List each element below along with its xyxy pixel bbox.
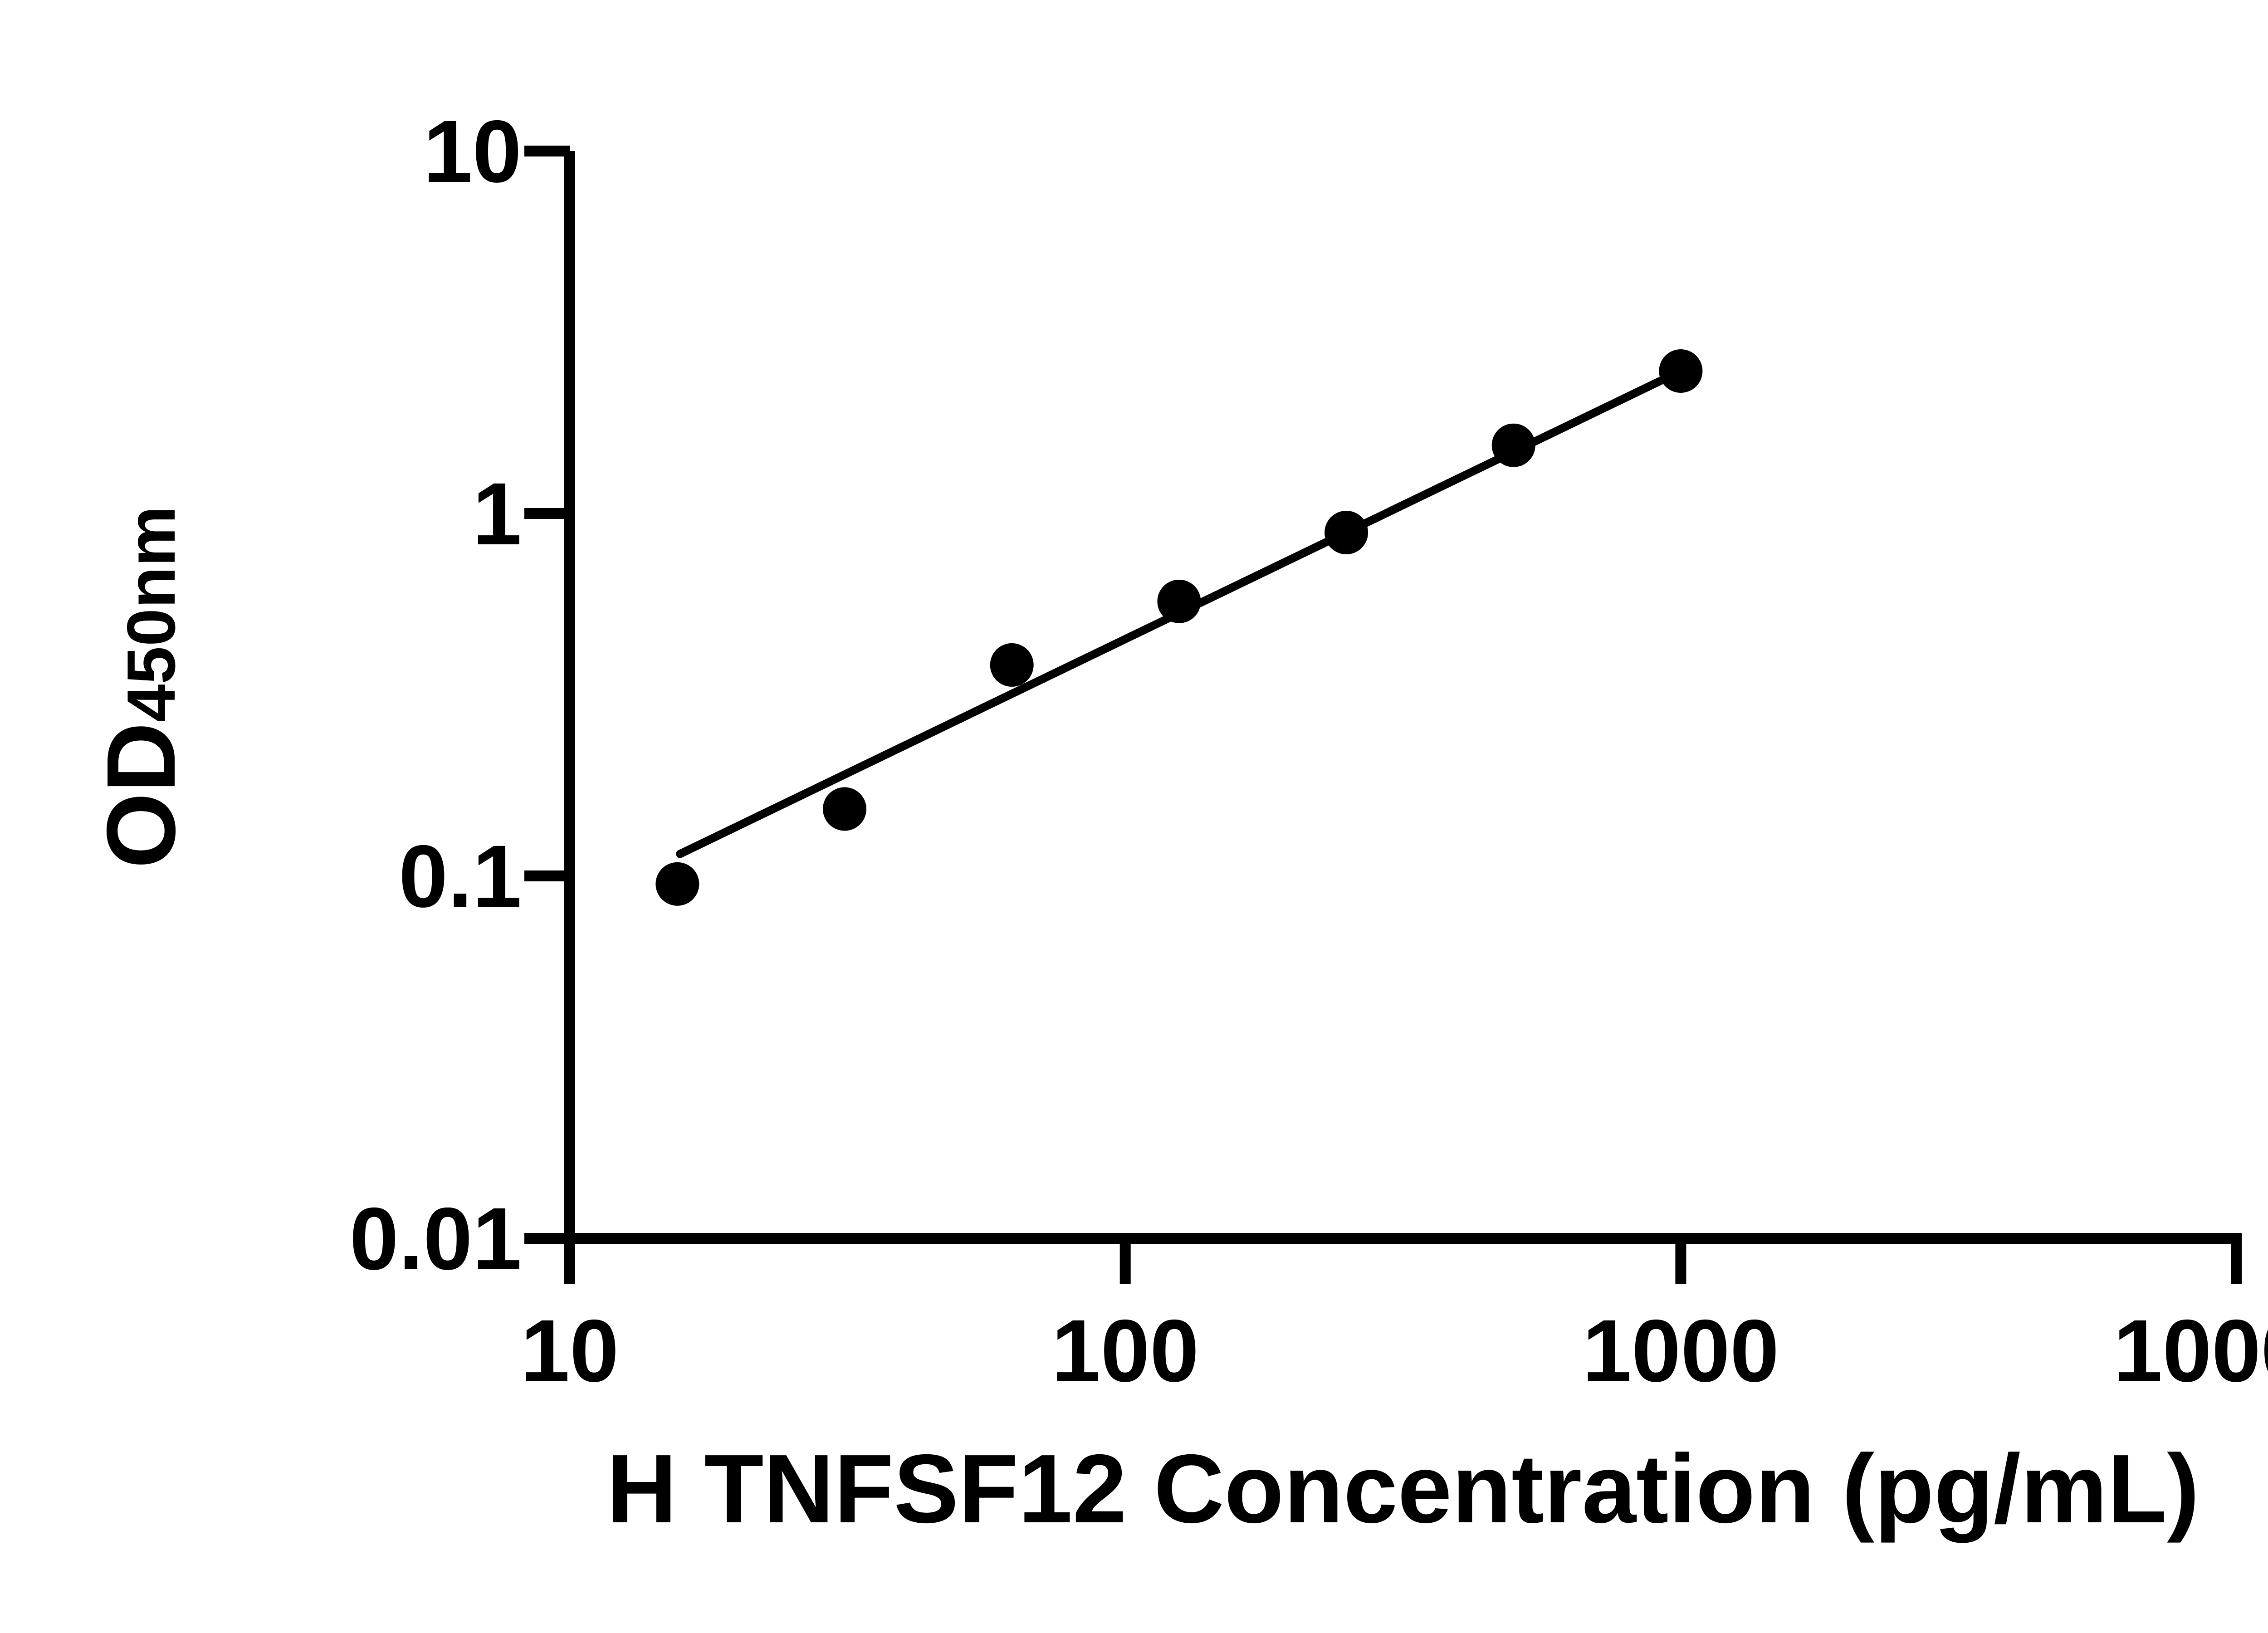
data-point bbox=[823, 787, 867, 831]
x-axis-tick-label: 100 bbox=[1051, 1301, 1199, 1400]
x-axis-tick-label: 10 bbox=[521, 1301, 619, 1400]
x-axis-tick-label: 10000 bbox=[2113, 1301, 2268, 1400]
data-point bbox=[1659, 349, 1703, 393]
data-point bbox=[1157, 579, 1201, 623]
y-axis-tick-label: 1 bbox=[473, 464, 522, 563]
x-axis-title: H TNFSF12 Concentration (pg/mL) bbox=[606, 1434, 2200, 1543]
y-axis-tick-label: 0.1 bbox=[399, 827, 522, 926]
y-axis-tick-label: 10 bbox=[423, 102, 522, 201]
data-point bbox=[990, 643, 1034, 687]
y-axis-tick-label: 0.01 bbox=[349, 1189, 522, 1288]
y-axis-title-subscript: 450nm bbox=[113, 506, 189, 723]
data-point bbox=[655, 862, 699, 906]
data-point bbox=[1325, 511, 1369, 555]
y-axis-title-main: OD bbox=[86, 722, 196, 869]
data-point bbox=[1491, 423, 1535, 467]
y-axis-title: OD450nm bbox=[73, 188, 209, 1186]
x-axis-tick-label: 1000 bbox=[1582, 1301, 1779, 1400]
